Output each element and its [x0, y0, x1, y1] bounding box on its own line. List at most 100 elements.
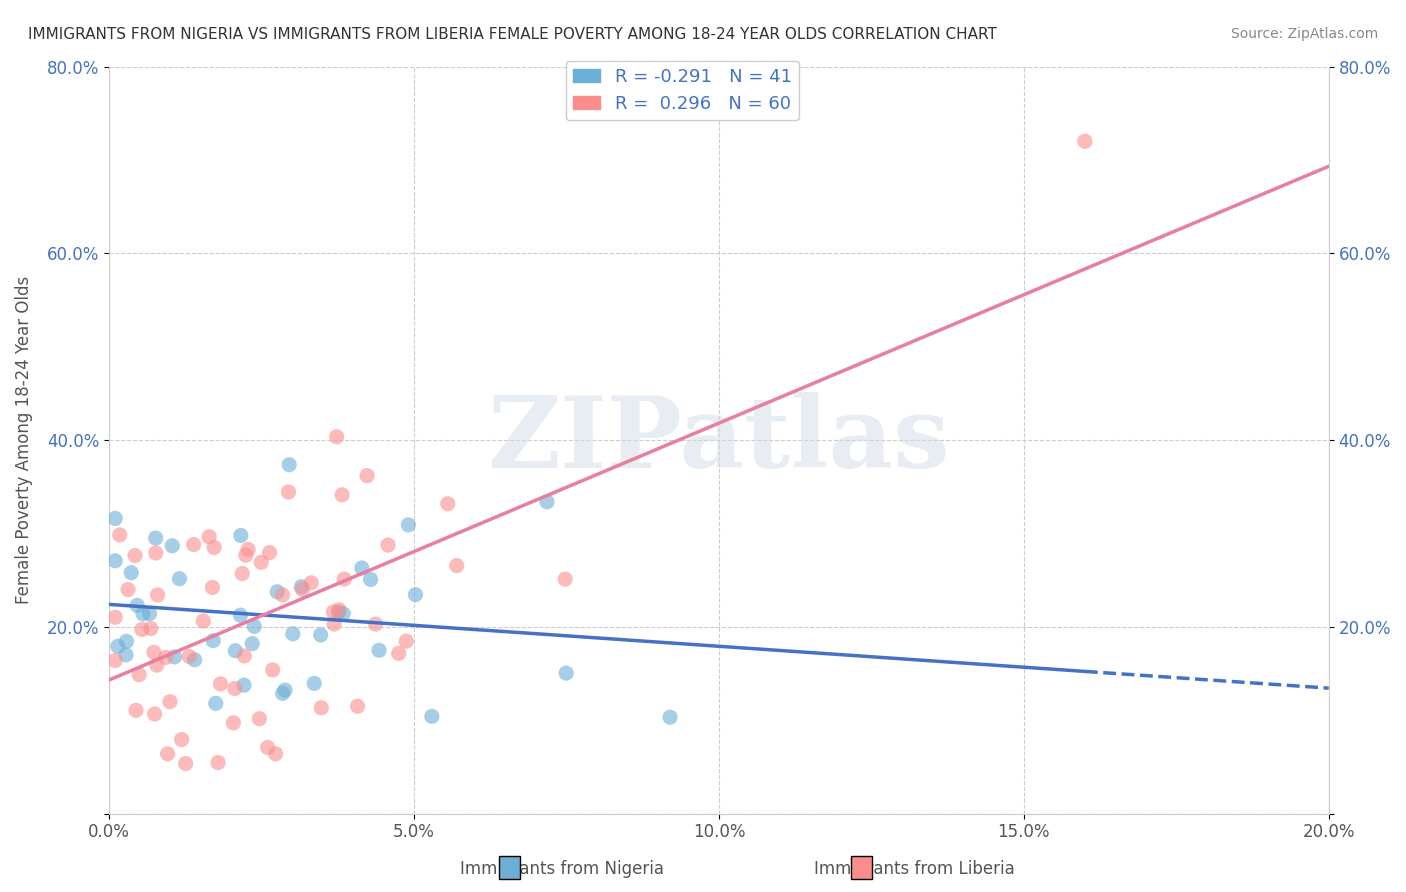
Point — [231, 566, 253, 581]
Point — [1074, 134, 1097, 148]
Point — [388, 646, 411, 660]
Point — [309, 628, 332, 642]
Point — [278, 458, 301, 472]
Point — [233, 648, 256, 663]
Text: IMMIGRANTS FROM NIGERIA VS IMMIGRANTS FROM LIBERIA FEMALE POVERTY AMONG 18-24 YE: IMMIGRANTS FROM NIGERIA VS IMMIGRANTS FR… — [28, 27, 997, 42]
Point — [131, 623, 153, 637]
Point — [156, 747, 179, 761]
Point — [183, 653, 205, 667]
Point — [325, 430, 347, 444]
Point — [377, 538, 399, 552]
Point — [138, 607, 160, 621]
Text: Immigrants from Liberia: Immigrants from Liberia — [814, 860, 1014, 878]
Point — [274, 683, 297, 698]
Point — [104, 554, 127, 568]
Point — [117, 582, 139, 597]
Point — [271, 588, 294, 602]
Point — [108, 528, 131, 542]
Point — [125, 703, 148, 717]
Point — [104, 511, 127, 525]
Point — [264, 747, 287, 761]
Point — [183, 537, 205, 551]
Point — [104, 654, 127, 668]
Point — [146, 658, 169, 673]
Point — [155, 650, 177, 665]
Point — [104, 610, 127, 624]
Point — [202, 633, 225, 648]
Point — [328, 603, 350, 617]
Point — [436, 497, 458, 511]
Point — [256, 740, 278, 755]
Point — [247, 712, 270, 726]
Point — [554, 572, 576, 586]
Point — [333, 572, 356, 586]
Legend: R = -0.291   N = 41, R =  0.296   N = 60: R = -0.291 N = 41, R = 0.296 N = 60 — [565, 61, 799, 120]
Point — [395, 634, 418, 648]
Point — [139, 622, 162, 636]
Point — [146, 588, 169, 602]
Point — [323, 617, 346, 632]
Point — [127, 599, 149, 613]
Point — [115, 648, 138, 662]
Point — [222, 715, 245, 730]
Point — [250, 555, 273, 569]
Point — [224, 681, 246, 696]
Point — [290, 580, 312, 594]
Point — [364, 617, 387, 632]
Point — [360, 573, 382, 587]
Point — [330, 488, 353, 502]
Point — [299, 575, 322, 590]
Point — [304, 676, 326, 690]
Text: ZIPatlas: ZIPatlas — [488, 392, 950, 489]
Point — [229, 528, 252, 542]
Point — [159, 695, 181, 709]
Point — [163, 649, 186, 664]
Point — [536, 495, 558, 509]
Text: Immigrants from Nigeria: Immigrants from Nigeria — [460, 860, 665, 878]
Y-axis label: Female Poverty Among 18-24 Year Olds: Female Poverty Among 18-24 Year Olds — [15, 276, 32, 604]
Point — [162, 539, 184, 553]
Point — [332, 607, 354, 621]
Point — [174, 756, 197, 771]
Point — [209, 677, 232, 691]
Point — [405, 588, 427, 602]
Point — [659, 710, 682, 724]
Point — [236, 542, 259, 557]
Point — [291, 582, 314, 597]
Point — [169, 572, 191, 586]
Point — [107, 640, 129, 654]
Point — [262, 663, 284, 677]
Point — [235, 548, 257, 562]
Point — [446, 558, 468, 573]
Point — [555, 666, 578, 681]
Point — [259, 546, 281, 560]
Point — [224, 644, 246, 658]
Point — [120, 566, 142, 580]
Point — [356, 468, 378, 483]
Point — [420, 709, 443, 723]
Point — [243, 619, 266, 633]
Point — [328, 605, 350, 619]
Point — [229, 608, 252, 623]
Point — [240, 637, 263, 651]
Point — [170, 732, 193, 747]
Point — [233, 678, 256, 692]
Point — [128, 667, 150, 681]
Point — [143, 706, 166, 721]
Point — [115, 634, 138, 648]
Point — [277, 485, 299, 500]
Point — [309, 700, 332, 714]
Point — [368, 643, 391, 657]
Point — [179, 649, 201, 664]
Point — [350, 561, 373, 575]
Point — [207, 756, 229, 770]
Point — [201, 581, 224, 595]
Point — [322, 605, 344, 619]
Point — [281, 627, 304, 641]
Point — [202, 541, 225, 555]
Text: Source: ZipAtlas.com: Source: ZipAtlas.com — [1230, 27, 1378, 41]
Point — [198, 530, 221, 544]
Point — [346, 699, 368, 714]
Point — [142, 645, 165, 659]
Point — [124, 549, 146, 563]
